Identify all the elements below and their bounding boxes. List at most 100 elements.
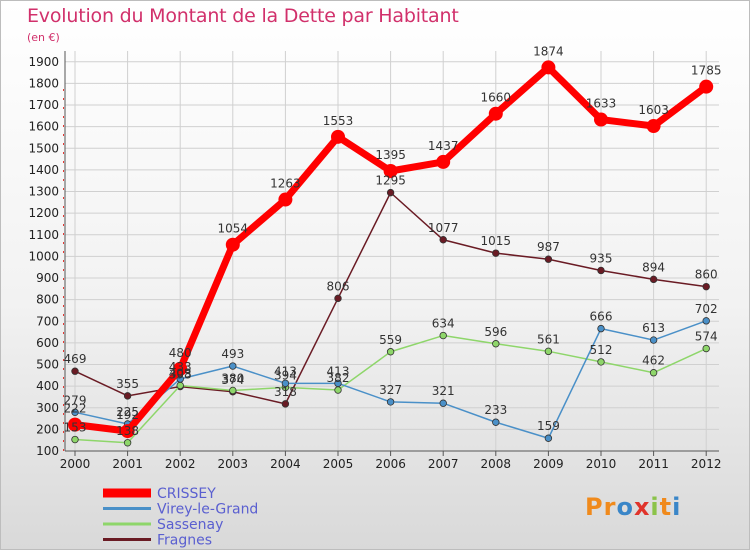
y-tick-label: 1900 [28,55,59,69]
data-label: 159 [537,419,560,433]
data-label: 935 [590,251,613,265]
data-label: 1437 [428,139,459,153]
data-point [597,358,605,366]
y-tick-label: 200 [36,422,59,436]
data-label: 318 [274,385,297,399]
data-point [702,282,710,291]
data-label: 222 [64,402,87,416]
data-label: 394 [274,368,297,382]
data-point [649,336,658,344]
data-label: 1395 [375,148,406,162]
data-label: 413 [327,364,350,378]
x-tick-label: 2002 [165,457,196,471]
legend-label: Fragnes [157,533,212,549]
y-tick-label: 1800 [28,76,59,90]
y-tick-label: 1000 [28,249,59,263]
data-point [334,294,342,303]
data-label: 493 [221,347,244,361]
data-label: 398 [169,368,192,382]
data-point [386,348,395,356]
x-tick-label: 2001 [112,457,143,471]
data-label: 153 [64,421,87,435]
data-point [699,79,714,94]
data-label: 462 [642,354,665,368]
y-tick-label: 1700 [28,98,59,112]
x-tick-label: 2006 [375,457,406,471]
data-label: 433 [169,360,192,374]
y-tick-label: 1400 [28,163,59,177]
data-point [334,386,342,394]
data-point [71,435,79,444]
data-point [383,164,398,178]
y-tick-label: 1200 [28,206,59,220]
data-label: 1263 [270,177,301,191]
data-point [281,400,290,408]
data-label: 469 [64,352,87,366]
data-point [541,60,556,75]
data-label: 574 [695,330,718,344]
data-point [439,236,447,244]
legend-label: CRISSEY [157,486,216,502]
legend-label: Virey-le-Grand [157,502,258,518]
data-label: 380 [221,371,244,385]
data-point [544,255,553,263]
data-label: 1077 [428,221,459,235]
y-tick-label: 600 [36,336,59,350]
data-point [278,192,293,207]
data-point [281,379,290,388]
data-point [646,119,661,134]
data-point [702,344,710,353]
data-label: 894 [642,260,665,274]
data-label: 403 [169,366,192,380]
y-tick-label: 500 [36,358,59,372]
data-label: 596 [484,325,507,339]
data-label: 1054 [218,222,249,236]
x-tick-label: 2008 [481,457,512,471]
data-point [544,434,553,442]
y-tick-label: 1100 [28,228,59,242]
data-label: 233 [484,403,507,417]
data-label: 138 [116,424,139,438]
x-tick-label: 2011 [638,457,669,471]
data-point [439,331,447,340]
data-point [597,266,605,275]
data-label: 192 [116,408,139,422]
data-point [649,369,658,377]
data-label: 279 [64,393,87,407]
data-label: 480 [169,346,192,360]
data-point [68,417,82,432]
x-tick-label: 2004 [270,457,301,471]
chart-unit: (en €) [27,31,60,44]
x-tick-label: 2009 [533,457,564,471]
data-label: 1603 [638,103,669,117]
x-tick-label: 2003 [218,457,249,471]
legend-label: Sassenay [157,517,223,533]
data-point [488,106,503,121]
data-point [120,424,135,439]
y-tick-label: 1300 [28,185,59,199]
proxiti-logo: Proxiti [585,493,682,521]
data-label: 1874 [533,44,564,58]
data-point [225,237,240,252]
data-label: 806 [327,279,350,293]
data-label: 1660 [481,91,512,105]
data-point [334,379,342,388]
x-tick-label: 2012 [691,457,722,471]
data-point [173,361,188,376]
data-label: 987 [537,240,560,254]
data-point [492,249,500,257]
data-label: 1633 [586,97,617,111]
data-label: 1785 [691,64,722,78]
data-label: 559 [379,333,402,347]
data-point [71,408,79,416]
data-point [439,399,447,407]
data-label: 225 [116,405,139,419]
data-point [229,362,237,370]
data-label: 860 [695,268,718,282]
data-point [492,340,500,348]
x-tick-label: 2000 [60,457,91,471]
data-point [649,275,658,284]
y-tick-label: 1500 [28,141,59,155]
data-point [386,188,395,197]
